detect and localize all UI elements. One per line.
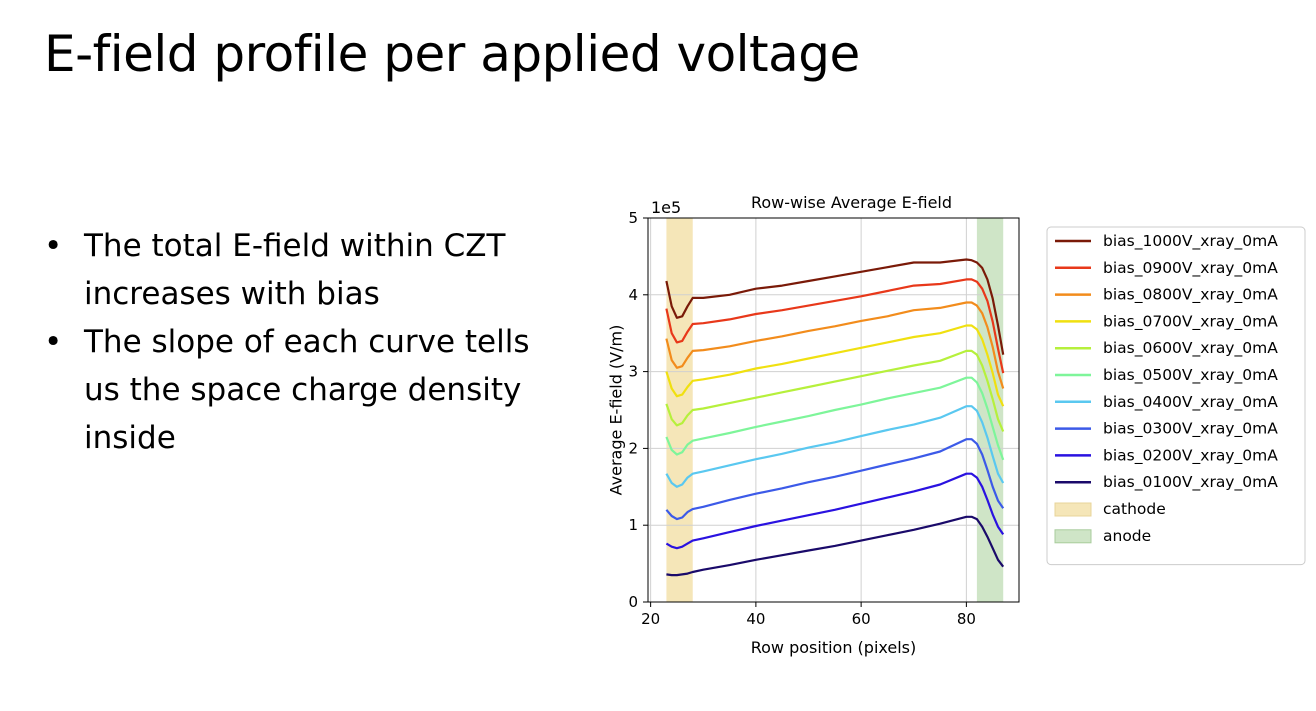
legend-label: bias_0100V_xray_0mA — [1103, 473, 1278, 492]
legend-swatch — [1054, 502, 1092, 517]
bullet-item: The total E-field within CZT increases w… — [44, 222, 544, 318]
legend-label: bias_0700V_xray_0mA — [1103, 312, 1278, 331]
legend-label: bias_0900V_xray_0mA — [1103, 259, 1278, 278]
legend-label: bias_0600V_xray_0mA — [1103, 339, 1278, 358]
x-axis-label: Row position (pixels) — [751, 638, 917, 657]
series-line-bias_0800V_xray_0mA — [665, 301, 1005, 389]
y-axis-label: Average E-field (V/m) — [607, 325, 626, 496]
series-line-bias_0100V_xray_0mA — [666, 515, 1005, 577]
legend-swatch — [1054, 529, 1092, 544]
slide-title: E-field profile per applied voltage — [44, 25, 860, 83]
series-line-bias_0400V_xray_0mA — [665, 405, 1005, 488]
x-tick-label: 80 — [957, 610, 976, 628]
legend-label: bias_0400V_xray_0mA — [1103, 393, 1278, 412]
y-scale-label: 1e5 — [651, 198, 681, 217]
x-tick-label: 40 — [746, 610, 765, 628]
series-line-bias_0200V_xray_0mA — [665, 472, 1005, 550]
x-tick-label: 20 — [641, 610, 660, 628]
legend-label: bias_1000V_xray_0mA — [1103, 232, 1278, 251]
series-line-bias_0300V_xray_0mA — [665, 438, 1005, 521]
y-tick-label: 0 — [628, 593, 638, 611]
cathode-band — [666, 218, 693, 602]
bullet-item: The slope of each curve tells us the spa… — [44, 318, 544, 462]
legend-label: bias_0200V_xray_0mA — [1103, 446, 1278, 465]
bullet-list: The total E-field within CZT increases w… — [44, 222, 544, 462]
series-line-bias_0500V_xray_0mA — [665, 376, 1005, 461]
chart-title: Row-wise Average E-field — [751, 193, 952, 212]
x-tick-label: 60 — [852, 610, 871, 628]
legend-label: bias_0300V_xray_0mA — [1103, 420, 1278, 439]
series-line-bias_0900V_xray_0mA — [665, 278, 1005, 374]
y-tick-label: 4 — [628, 286, 638, 304]
y-tick-label: 5 — [628, 209, 638, 227]
legend-label: bias_0800V_xray_0mA — [1103, 286, 1278, 305]
y-tick-label: 3 — [628, 363, 638, 381]
y-tick-label: 2 — [628, 439, 638, 457]
legend: bias_1000V_xray_0mA bias_0900V_xray_0mAbi… — [1046, 226, 1306, 566]
legend-label: bias_0500V_xray_0mA — [1103, 366, 1278, 385]
plot-frame — [647, 217, 1020, 603]
y-tick-label: 1 — [628, 516, 638, 534]
series-line-bias_0600V_xray_0mA — [665, 349, 1005, 432]
legend-box — [1046, 226, 1306, 566]
legend-label: anode — [1103, 527, 1151, 545]
legend-label: cathode — [1103, 500, 1166, 518]
anode-band — [976, 218, 1004, 602]
series-line-bias_0700V_xray_0mA — [665, 324, 1005, 407]
series-line-bias_1000V_xray_0mA — [665, 258, 1005, 355]
